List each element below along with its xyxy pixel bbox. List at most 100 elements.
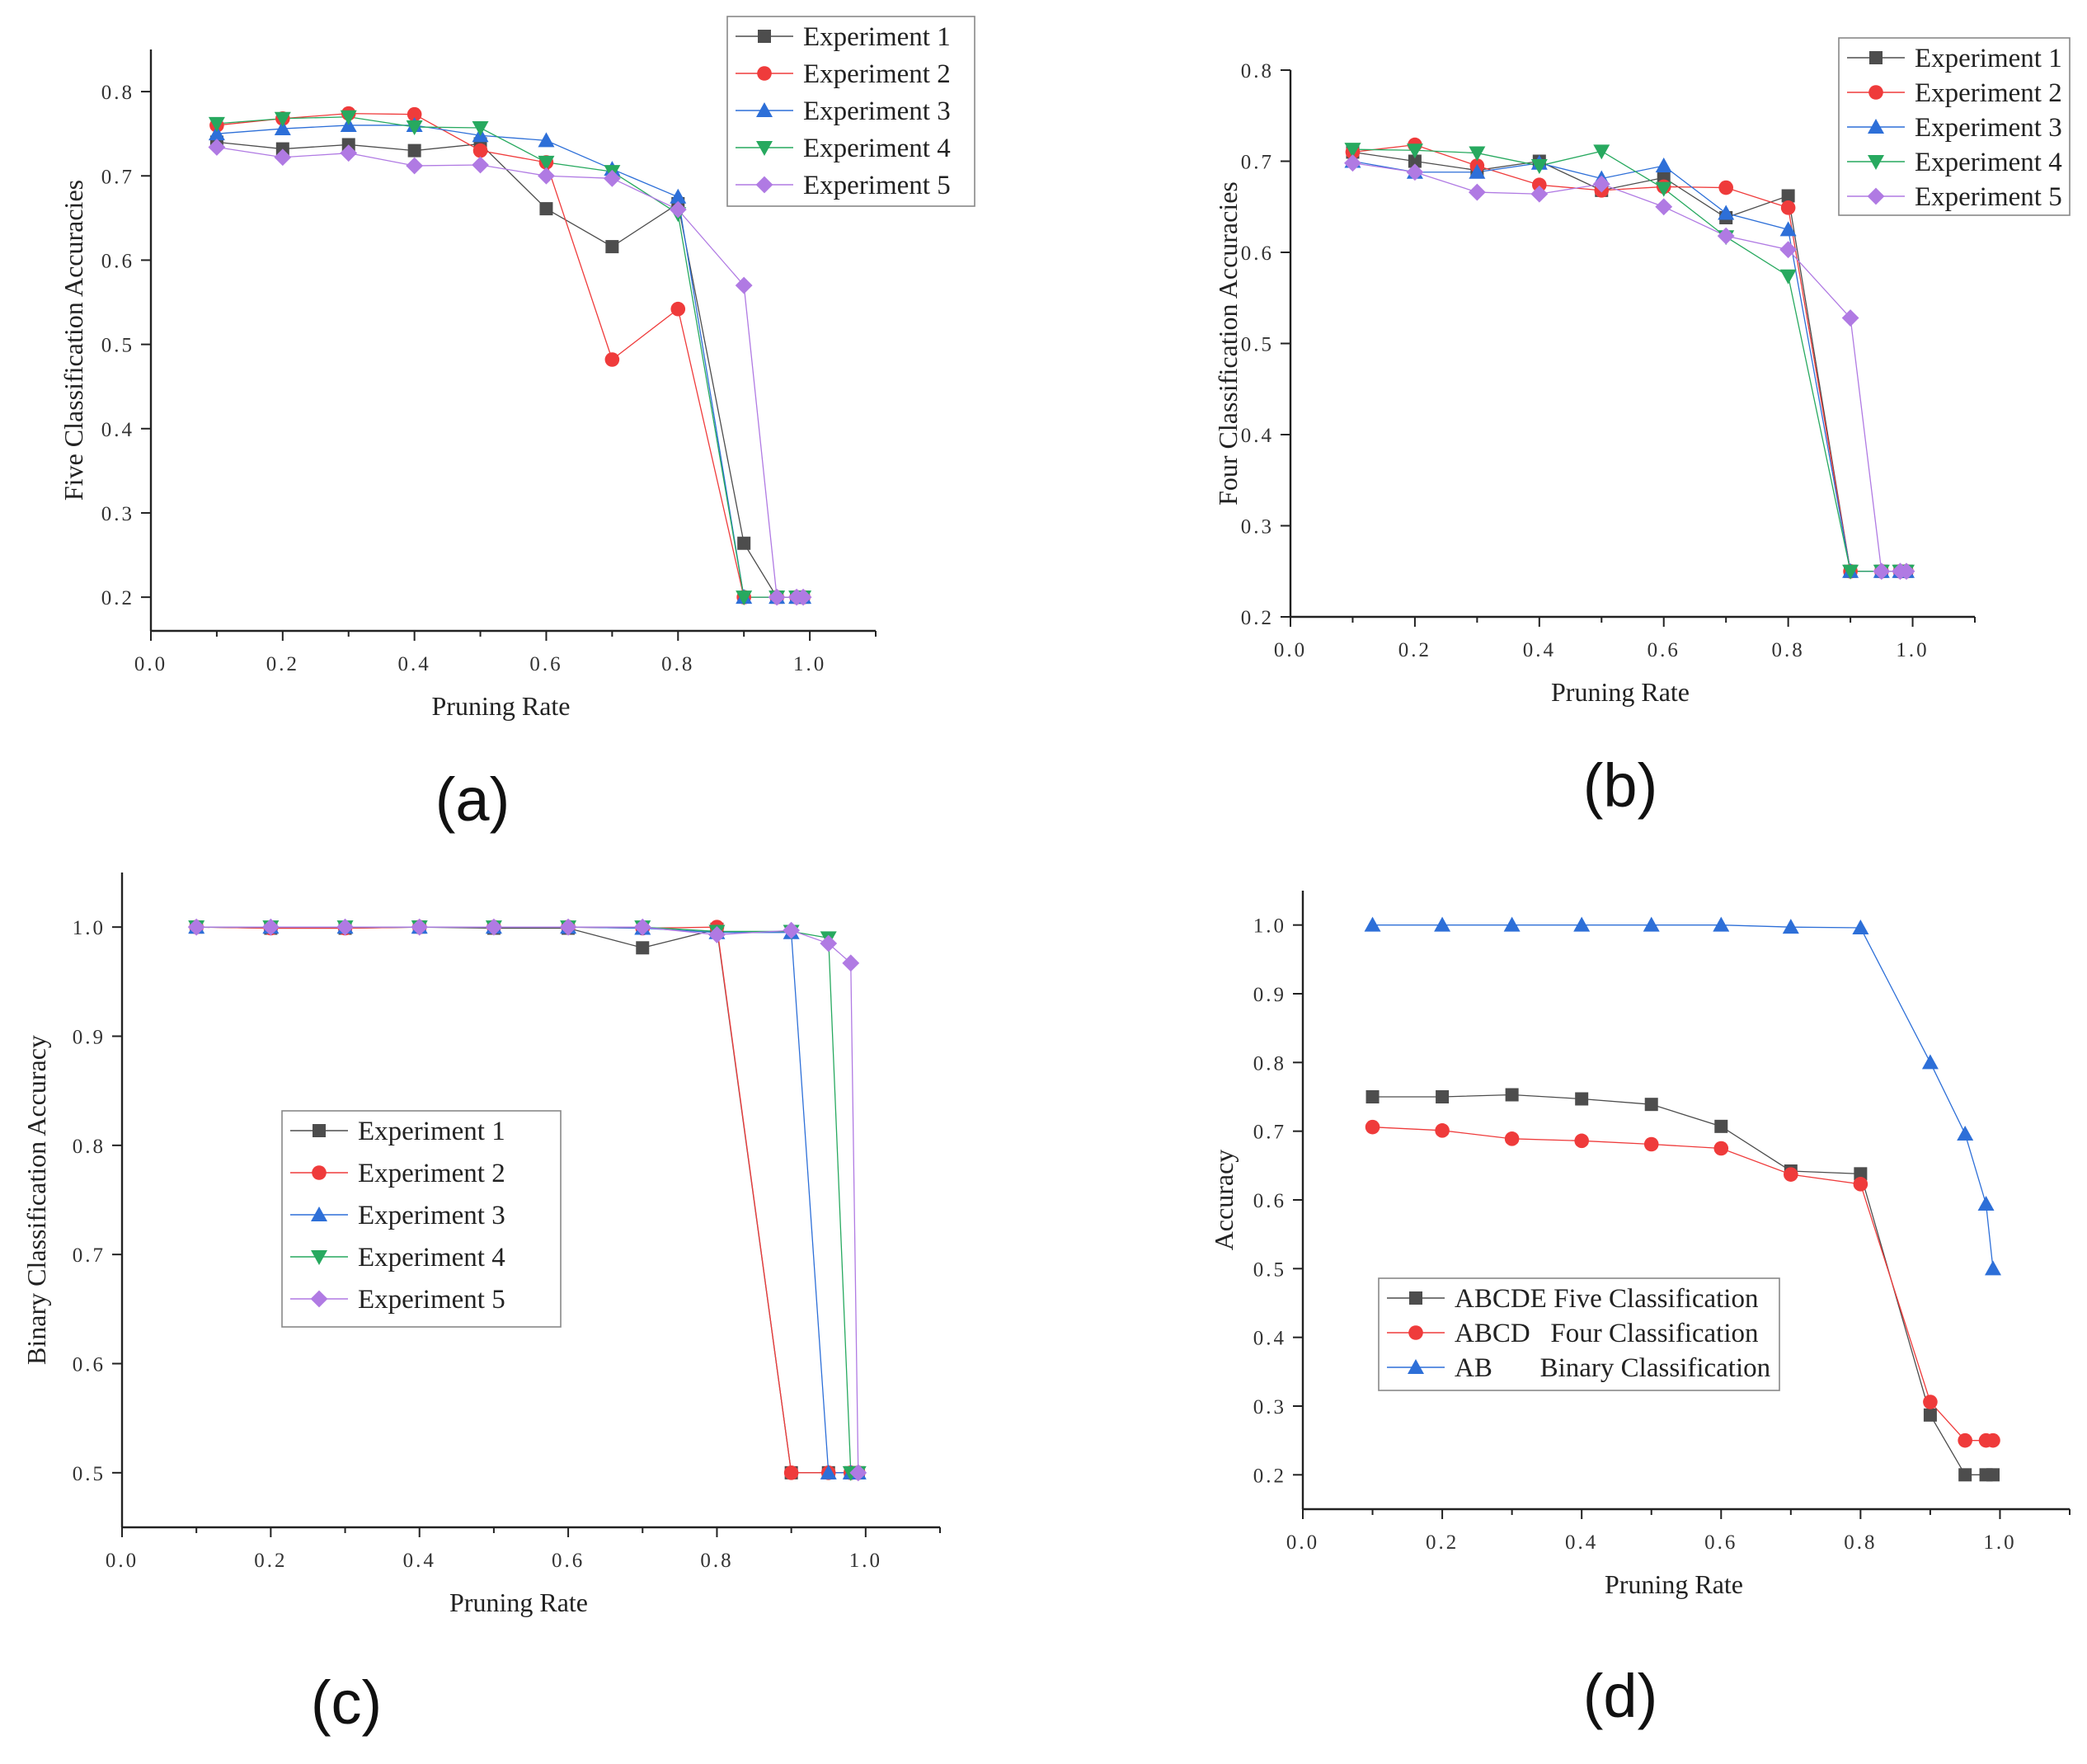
data-point bbox=[1434, 916, 1451, 932]
data-point bbox=[539, 202, 553, 216]
data-point bbox=[1873, 562, 1891, 581]
data-point bbox=[274, 111, 291, 127]
data-point bbox=[849, 1464, 867, 1482]
x-tick-label: 0.4 bbox=[1565, 1531, 1598, 1554]
data-point bbox=[1782, 919, 1799, 934]
data-point bbox=[1784, 1167, 1798, 1182]
y-axis-label: Binary Classification Accuracy bbox=[21, 1035, 51, 1365]
y-tick-label: 0.7 bbox=[1241, 152, 1274, 174]
data-point bbox=[1842, 564, 1859, 580]
x-tick-label: 0.8 bbox=[700, 1550, 733, 1572]
y-tick-label: 0.5 bbox=[1241, 334, 1274, 356]
data-point bbox=[1958, 1468, 1972, 1482]
data-point bbox=[633, 918, 651, 936]
series-line bbox=[216, 141, 804, 598]
data-point bbox=[604, 352, 620, 367]
data-point bbox=[538, 167, 555, 185]
data-point bbox=[1574, 1133, 1589, 1149]
data-point bbox=[1468, 183, 1486, 201]
data-point bbox=[1644, 1098, 1658, 1112]
x-tick-label: 0.8 bbox=[1772, 639, 1805, 661]
series-line bbox=[1352, 151, 1906, 572]
data-point bbox=[1505, 1088, 1519, 1102]
data-point bbox=[1643, 1136, 1659, 1152]
x-tick-label: 0.2 bbox=[254, 1550, 287, 1572]
data-point bbox=[1364, 916, 1381, 932]
data-point bbox=[1713, 916, 1730, 932]
x-tick-label: 0.0 bbox=[106, 1550, 139, 1572]
series-line bbox=[1352, 160, 1906, 572]
x-tick-label: 0.6 bbox=[529, 653, 562, 675]
data-point bbox=[1365, 1119, 1380, 1135]
data-point bbox=[1717, 227, 1735, 245]
data-point bbox=[605, 240, 619, 254]
data-point bbox=[1923, 1408, 1937, 1422]
y-tick-label: 0.9 bbox=[1253, 984, 1286, 1006]
x-tick-label: 0.4 bbox=[403, 1550, 436, 1572]
x-tick-label: 1.0 bbox=[1896, 639, 1929, 661]
legend-marker bbox=[311, 1207, 327, 1221]
data-point bbox=[1344, 143, 1361, 158]
data-point bbox=[1344, 154, 1361, 172]
data-point bbox=[187, 918, 205, 936]
data-point bbox=[1854, 1167, 1868, 1181]
x-tick-label: 0.6 bbox=[1648, 639, 1680, 661]
y-tick-label: 0.2 bbox=[1241, 607, 1274, 629]
series-line bbox=[216, 125, 804, 598]
legend-label: Experiment 1 bbox=[803, 22, 951, 52]
legend-marker bbox=[313, 1124, 326, 1137]
x-tick-label: 0.6 bbox=[1704, 1531, 1737, 1554]
y-tick-label: 1.0 bbox=[73, 917, 106, 939]
panel-label: (d) bbox=[1583, 1662, 1657, 1730]
y-tick-label: 0.7 bbox=[1253, 1122, 1286, 1144]
legend-marker bbox=[755, 176, 773, 194]
legend-label: Experiment 2 bbox=[1915, 78, 2062, 108]
y-tick-label: 0.4 bbox=[101, 419, 134, 441]
x-axis-label: Pruning Rate bbox=[432, 691, 571, 721]
data-point bbox=[208, 139, 226, 156]
data-point bbox=[1406, 143, 1423, 159]
legend-label: Experiment 5 bbox=[358, 1285, 505, 1315]
data-point bbox=[708, 926, 726, 943]
x-tick-label: 0.2 bbox=[1426, 1531, 1459, 1554]
data-point bbox=[1986, 1468, 2000, 1482]
legend-marker bbox=[310, 1290, 328, 1308]
legend-label: ABCDE Five Classification bbox=[1455, 1284, 1758, 1314]
data-point bbox=[820, 934, 838, 953]
legend-marker bbox=[758, 30, 771, 43]
series-line bbox=[216, 116, 804, 598]
panel-label: (c) bbox=[311, 1668, 382, 1737]
data-point bbox=[407, 143, 421, 158]
data-point bbox=[411, 918, 429, 936]
legend-box bbox=[281, 1110, 562, 1328]
data-point bbox=[472, 156, 489, 174]
series-line bbox=[216, 146, 804, 598]
data-point bbox=[1655, 181, 1672, 197]
legend-marker bbox=[1868, 119, 1884, 134]
legend-label: ABCD Four Classification bbox=[1455, 1319, 1759, 1348]
data-point bbox=[1921, 1054, 1939, 1070]
data-point bbox=[1923, 1395, 1938, 1409]
data-point bbox=[1436, 1090, 1450, 1103]
legend-marker bbox=[1408, 1325, 1423, 1340]
data-point bbox=[340, 144, 358, 162]
x-tick-label: 1.0 bbox=[793, 653, 826, 675]
data-point bbox=[1530, 185, 1549, 203]
data-point bbox=[336, 918, 354, 936]
legend-label: Experiment 4 bbox=[1915, 148, 2062, 177]
y-tick-label: 0.6 bbox=[1241, 242, 1274, 265]
legend-marker bbox=[756, 141, 773, 156]
data-point bbox=[1852, 920, 1869, 934]
data-point bbox=[208, 116, 225, 132]
data-point bbox=[669, 200, 687, 219]
data-point bbox=[735, 276, 753, 294]
series-line bbox=[1352, 143, 1906, 572]
data-point bbox=[1408, 154, 1422, 168]
legend-label: AB Binary Classification bbox=[1455, 1353, 1770, 1383]
legend-label: Experiment 4 bbox=[803, 134, 951, 163]
data-point bbox=[1957, 1126, 1974, 1141]
data-point bbox=[1958, 1432, 1972, 1448]
x-tick-label: 0.0 bbox=[1274, 639, 1307, 661]
data-point bbox=[274, 148, 292, 167]
y-tick-label: 0.8 bbox=[73, 1136, 106, 1158]
